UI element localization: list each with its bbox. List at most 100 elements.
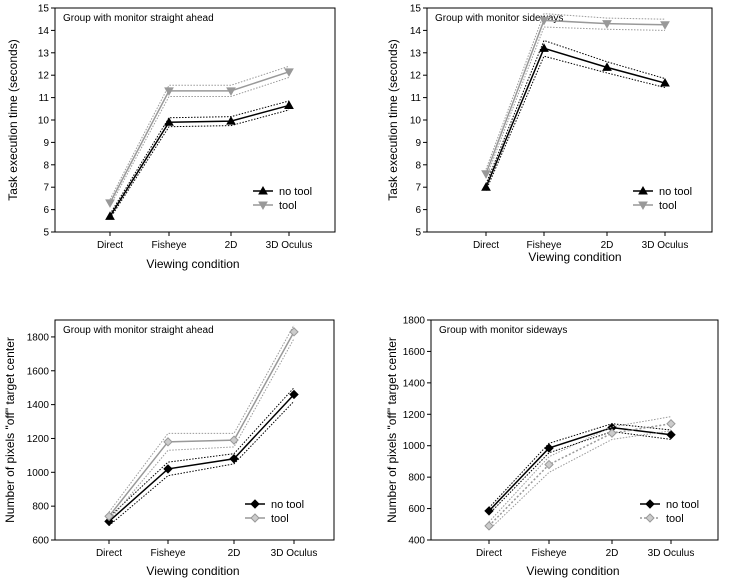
x-tick-label: Fisheye [526, 240, 561, 251]
x-tick-label: 2D [228, 548, 241, 559]
y-tick-label: 6 [415, 205, 421, 216]
data-point [226, 116, 236, 125]
data-point [607, 428, 617, 438]
ci-upper-line [485, 39, 666, 185]
series-line [108, 331, 295, 517]
y-tick-label: 1600 [27, 366, 50, 377]
y-tick-label: 6 [43, 205, 49, 216]
x-tick-label: 2D [225, 240, 238, 251]
ci-upper-line [108, 387, 295, 518]
y-tick-label: 1800 [403, 316, 426, 327]
y-tick-label: 1200 [403, 410, 426, 421]
y-axis-label: Task execution time (seconds) [6, 39, 20, 200]
plot-frame [426, 7, 713, 233]
x-axis-label: Viewing condition [146, 257, 239, 271]
y-tick-label: 1400 [403, 378, 426, 389]
y-tick-label: 10 [410, 116, 422, 127]
legend-marker [258, 185, 268, 195]
chart-title: Group with monitor sideways [439, 325, 567, 336]
x-axis-label: Viewing condition [526, 564, 619, 578]
y-tick-label: 12 [38, 71, 50, 82]
series-line [109, 104, 290, 217]
plot-frame [430, 319, 719, 541]
legend-marker [250, 499, 260, 509]
x-axis-label: Viewing condition [146, 564, 239, 578]
chart-title: Group with monitor straight ahead [63, 13, 214, 24]
y-tick-label: 1400 [27, 400, 50, 411]
x-tick-label: 3D Oculus [642, 240, 689, 251]
series-no-tool [104, 387, 299, 527]
legend-label: tool [666, 513, 684, 525]
y-tick-label: 400 [408, 536, 425, 547]
ci-lower-line [488, 430, 672, 531]
y-tick-label: 1000 [27, 468, 50, 479]
y-tick-label: 800 [32, 502, 49, 513]
legend-marker [645, 513, 655, 523]
data-point [164, 117, 174, 126]
y-tick-label: 11 [411, 93, 422, 104]
y-tick-label: 600 [32, 536, 49, 547]
legend-marker [638, 185, 648, 195]
y-tick-label: 15 [410, 4, 422, 15]
ci-lower-line [109, 109, 290, 219]
series-line [485, 19, 666, 175]
y-tick-label: 10 [38, 116, 50, 127]
y-tick-label: 1200 [27, 434, 50, 445]
y-tick-label: 600 [408, 504, 425, 515]
data-point [484, 521, 494, 531]
y-tick-label: 7 [43, 183, 49, 194]
series-line [109, 71, 290, 204]
data-point [481, 170, 491, 179]
ci-upper-line [108, 324, 295, 513]
y-tick-label: 14 [38, 26, 50, 37]
y-tick-label: 5 [415, 228, 421, 239]
plot-frame [54, 319, 335, 541]
y-tick-label: 1600 [403, 347, 426, 358]
data-point [289, 389, 299, 400]
chart-1: Group with monitor straight ahead 5 6 7 8 9 10… [6, 4, 336, 271]
plot-frame [54, 7, 336, 233]
ci-upper-line [485, 13, 666, 170]
series-line [488, 426, 672, 512]
ci-lower-line [108, 338, 295, 521]
y-tick-label: 5 [43, 228, 49, 239]
series-tool [481, 13, 670, 179]
legend-marker [258, 201, 268, 211]
x-tick-label: Fisheye [151, 240, 186, 251]
series-no-tool [105, 100, 294, 220]
legend-label: no tool [279, 186, 312, 198]
series-tool [105, 65, 294, 208]
data-point [544, 443, 554, 453]
y-tick-label: 8 [43, 160, 49, 171]
x-tick-label: 2D [601, 240, 614, 251]
legend-label: tool [279, 200, 297, 212]
data-point [602, 20, 612, 29]
data-point [163, 464, 173, 474]
ci-upper-line [488, 416, 672, 523]
x-tick-label: Direct [476, 548, 502, 559]
x-tick-label: Direct [97, 240, 123, 251]
ci-upper-line [109, 100, 290, 215]
x-tick-label: 2D [606, 548, 619, 559]
y-axis-label: Number of pixels "off" target center [3, 337, 17, 523]
data-point [666, 430, 676, 440]
ci-lower-line [485, 55, 666, 191]
y-tick-label: 13 [410, 48, 422, 59]
data-point [284, 100, 294, 109]
y-tick-label: 12 [410, 71, 422, 82]
chart-title: Group with monitor sideways [435, 13, 563, 24]
series-line [485, 47, 666, 188]
y-tick-label: 7 [415, 183, 421, 194]
chart-title: Group with monitor straight ahead [63, 325, 214, 336]
ci-upper-line [109, 65, 290, 200]
x-axis-label: Viewing condition [528, 250, 621, 264]
legend-label: no tool [271, 499, 304, 511]
y-axis-label: Number of pixels "off" target center [385, 337, 399, 523]
data-point [539, 16, 549, 26]
data-point [229, 435, 239, 445]
data-point [289, 327, 299, 337]
data-point [104, 511, 114, 522]
legend-label: tool [659, 200, 677, 212]
y-axis-label: Task execution time (seconds) [386, 39, 400, 200]
